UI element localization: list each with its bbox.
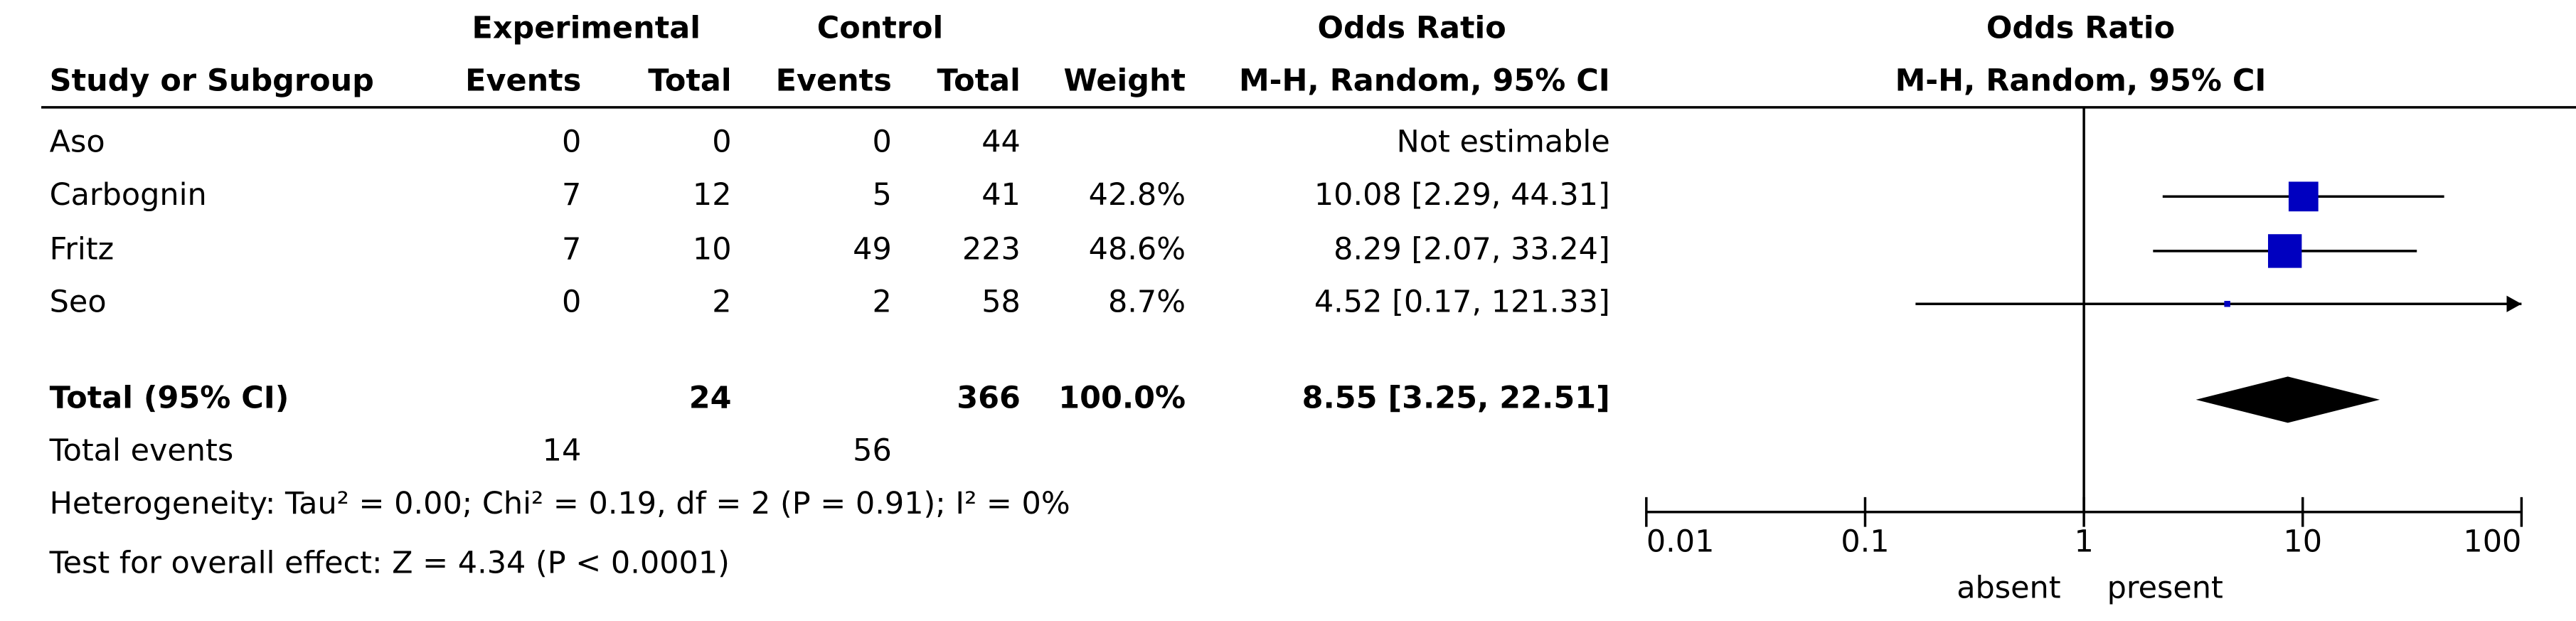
column-header: Total <box>937 63 1021 99</box>
table-cell: 4.52 [0.17, 121.33] <box>1314 285 1610 320</box>
table-cell: Not estimable <box>1397 124 1610 159</box>
footnote: Heterogeneity: Tau² = 0.00; Chi² = 0.19,… <box>50 486 1070 521</box>
study-label: Total events <box>49 433 234 469</box>
x-tick-label: 0.01 <box>1646 524 1715 559</box>
column-header: M-H, Random, 95% CI <box>1239 63 1610 99</box>
ci-arrow <box>2506 295 2522 312</box>
effect-square <box>2288 181 2319 212</box>
table-cell: 2 <box>712 285 731 320</box>
study-label: Carbognin <box>50 177 207 213</box>
study-label: Total (95% CI) <box>50 380 289 415</box>
table-cell: 49 <box>853 231 892 267</box>
table-cell: 58 <box>981 285 1021 320</box>
table-cell: 0 <box>712 124 731 159</box>
study-label: Aso <box>50 124 105 159</box>
column-header: Total <box>648 63 731 99</box>
table-cell: 14 <box>543 433 582 469</box>
x-tick-label: 1 <box>2074 524 2093 559</box>
x-tick-label: 10 <box>2283 524 2322 559</box>
table-cell: 8.55 [3.25, 22.51] <box>1302 380 1610 415</box>
table-cell: 42.8% <box>1089 177 1186 213</box>
group-header: Odds Ratio <box>1318 10 1506 46</box>
table-cell: 10 <box>693 231 732 267</box>
column-header: Events <box>776 63 892 99</box>
table-cell: 0 <box>562 285 581 320</box>
x-tick-label: 0.1 <box>1841 524 1889 559</box>
study-label: Seo <box>50 285 107 320</box>
plot-title: Odds Ratio <box>1986 10 2175 46</box>
table-cell: 56 <box>853 433 892 469</box>
table-cell: 100.0% <box>1058 380 1186 415</box>
summary-diamond <box>2196 376 2380 423</box>
table-cell: 48.6% <box>1089 231 1186 267</box>
x-label-right: present <box>2107 570 2223 605</box>
table-cell: 5 <box>872 177 891 213</box>
table-cell: 7 <box>562 231 581 267</box>
table-cell: 366 <box>957 380 1021 415</box>
effect-square <box>2224 300 2230 307</box>
table-cell: 44 <box>981 124 1021 159</box>
table-cell: 12 <box>693 177 732 213</box>
table-cell: 0 <box>562 124 581 159</box>
table-cell: 0 <box>872 124 891 159</box>
table-cell: 7 <box>562 177 581 213</box>
group-header: Control <box>817 10 943 46</box>
table-cell: 24 <box>689 380 732 415</box>
table-cell: 2 <box>872 285 891 320</box>
column-header: Study or Subgroup <box>50 63 374 99</box>
effect-square <box>2267 234 2302 268</box>
table-cell: 8.29 [2.07, 33.24] <box>1334 231 1610 267</box>
table-cell: 8.7% <box>1108 285 1186 320</box>
column-header: Weight <box>1064 63 1186 99</box>
table-cell: 10.08 [2.29, 44.31] <box>1314 177 1610 213</box>
table-cell: 41 <box>981 177 1021 213</box>
x-label-left: absent <box>1957 570 2060 605</box>
footnote: Test for overall effect: Z = 4.34 (P < 0… <box>49 546 730 581</box>
group-header: Experimental <box>472 10 701 46</box>
x-tick-label: 100 <box>2463 524 2521 559</box>
column-header: Events <box>465 63 581 99</box>
study-label: Fritz <box>50 231 115 267</box>
table-cell: 223 <box>962 231 1021 267</box>
plot-subtitle: M-H, Random, 95% CI <box>1895 63 2267 99</box>
